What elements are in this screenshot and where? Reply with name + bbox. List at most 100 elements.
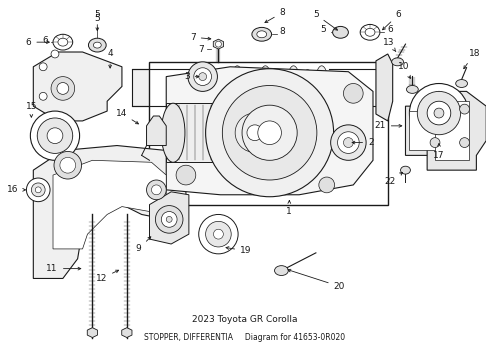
Text: 21: 21 — [374, 121, 402, 130]
Circle shape — [430, 104, 440, 114]
Circle shape — [225, 103, 284, 162]
Polygon shape — [166, 67, 373, 195]
Circle shape — [430, 138, 440, 148]
Polygon shape — [33, 145, 186, 278]
Ellipse shape — [300, 70, 315, 105]
Circle shape — [216, 41, 221, 47]
Circle shape — [161, 212, 177, 227]
Ellipse shape — [392, 58, 404, 66]
Ellipse shape — [274, 266, 288, 275]
Circle shape — [151, 185, 161, 195]
Circle shape — [39, 63, 47, 71]
Circle shape — [166, 216, 172, 222]
Circle shape — [51, 77, 74, 100]
Circle shape — [194, 68, 212, 85]
Circle shape — [460, 138, 469, 148]
Text: 10: 10 — [397, 62, 411, 78]
Circle shape — [199, 73, 207, 81]
Circle shape — [331, 125, 366, 160]
Ellipse shape — [287, 66, 300, 109]
Text: 5: 5 — [95, 10, 100, 31]
Text: 2: 2 — [352, 138, 374, 147]
Ellipse shape — [94, 42, 101, 48]
Ellipse shape — [89, 38, 106, 52]
Polygon shape — [406, 106, 447, 156]
Circle shape — [214, 229, 223, 239]
Bar — [410, 111, 439, 150]
Ellipse shape — [456, 80, 467, 87]
Circle shape — [242, 105, 297, 160]
Circle shape — [206, 69, 334, 197]
Text: 6: 6 — [388, 25, 393, 34]
Circle shape — [37, 118, 73, 153]
Text: 18: 18 — [464, 49, 480, 69]
Circle shape — [176, 165, 196, 185]
Circle shape — [258, 121, 281, 145]
Ellipse shape — [315, 66, 329, 109]
Circle shape — [460, 104, 469, 114]
Circle shape — [54, 152, 81, 179]
Ellipse shape — [257, 31, 267, 38]
Text: 8: 8 — [279, 27, 285, 36]
Ellipse shape — [365, 28, 375, 36]
Circle shape — [35, 187, 41, 193]
Polygon shape — [122, 328, 132, 338]
Ellipse shape — [333, 26, 348, 38]
Polygon shape — [376, 54, 392, 121]
Text: 13: 13 — [383, 38, 396, 51]
Text: 8: 8 — [265, 8, 285, 23]
Circle shape — [222, 85, 317, 180]
Circle shape — [319, 177, 335, 193]
Bar — [149, 62, 388, 204]
Circle shape — [60, 157, 75, 173]
Circle shape — [206, 221, 231, 247]
Polygon shape — [147, 116, 166, 145]
Circle shape — [30, 111, 79, 160]
Circle shape — [26, 178, 50, 202]
Text: 6: 6 — [42, 36, 48, 45]
Ellipse shape — [245, 70, 258, 105]
Text: 1: 1 — [287, 201, 292, 216]
Circle shape — [427, 101, 451, 125]
Circle shape — [434, 108, 444, 118]
Text: 5: 5 — [95, 14, 100, 23]
Circle shape — [31, 183, 45, 197]
Circle shape — [417, 91, 461, 135]
Text: 17: 17 — [433, 144, 445, 160]
Text: 16: 16 — [7, 185, 25, 194]
Circle shape — [199, 215, 238, 254]
Text: 9: 9 — [136, 237, 151, 253]
Circle shape — [147, 180, 166, 200]
Text: 20: 20 — [288, 269, 345, 291]
Text: 15: 15 — [25, 102, 37, 117]
Ellipse shape — [161, 103, 185, 162]
Ellipse shape — [230, 66, 245, 109]
Circle shape — [155, 206, 183, 233]
Ellipse shape — [252, 27, 271, 41]
Circle shape — [410, 84, 468, 143]
Ellipse shape — [53, 34, 73, 50]
Text: 12: 12 — [96, 270, 119, 283]
Text: STOPPER, DIFFERENTIA     Diagram for 41653-0R020: STOPPER, DIFFERENTIA Diagram for 41653-0… — [145, 333, 345, 342]
Circle shape — [57, 82, 69, 94]
Polygon shape — [427, 91, 486, 170]
Ellipse shape — [407, 85, 418, 93]
Circle shape — [188, 62, 218, 91]
Text: 7: 7 — [190, 33, 211, 42]
Circle shape — [247, 125, 263, 141]
Text: 2023 Toyota GR Corolla: 2023 Toyota GR Corolla — [192, 315, 298, 324]
Text: 3: 3 — [184, 72, 199, 81]
Text: 11: 11 — [47, 264, 81, 273]
Polygon shape — [87, 328, 98, 338]
Text: 5: 5 — [320, 25, 326, 34]
Circle shape — [343, 138, 353, 148]
Polygon shape — [53, 160, 166, 249]
Ellipse shape — [400, 166, 411, 174]
Text: 22: 22 — [384, 172, 403, 186]
Ellipse shape — [360, 24, 380, 40]
Circle shape — [51, 50, 59, 58]
Bar — [435, 101, 469, 160]
Text: 4: 4 — [107, 49, 113, 68]
Text: 19: 19 — [226, 246, 251, 255]
Bar — [166, 103, 255, 162]
